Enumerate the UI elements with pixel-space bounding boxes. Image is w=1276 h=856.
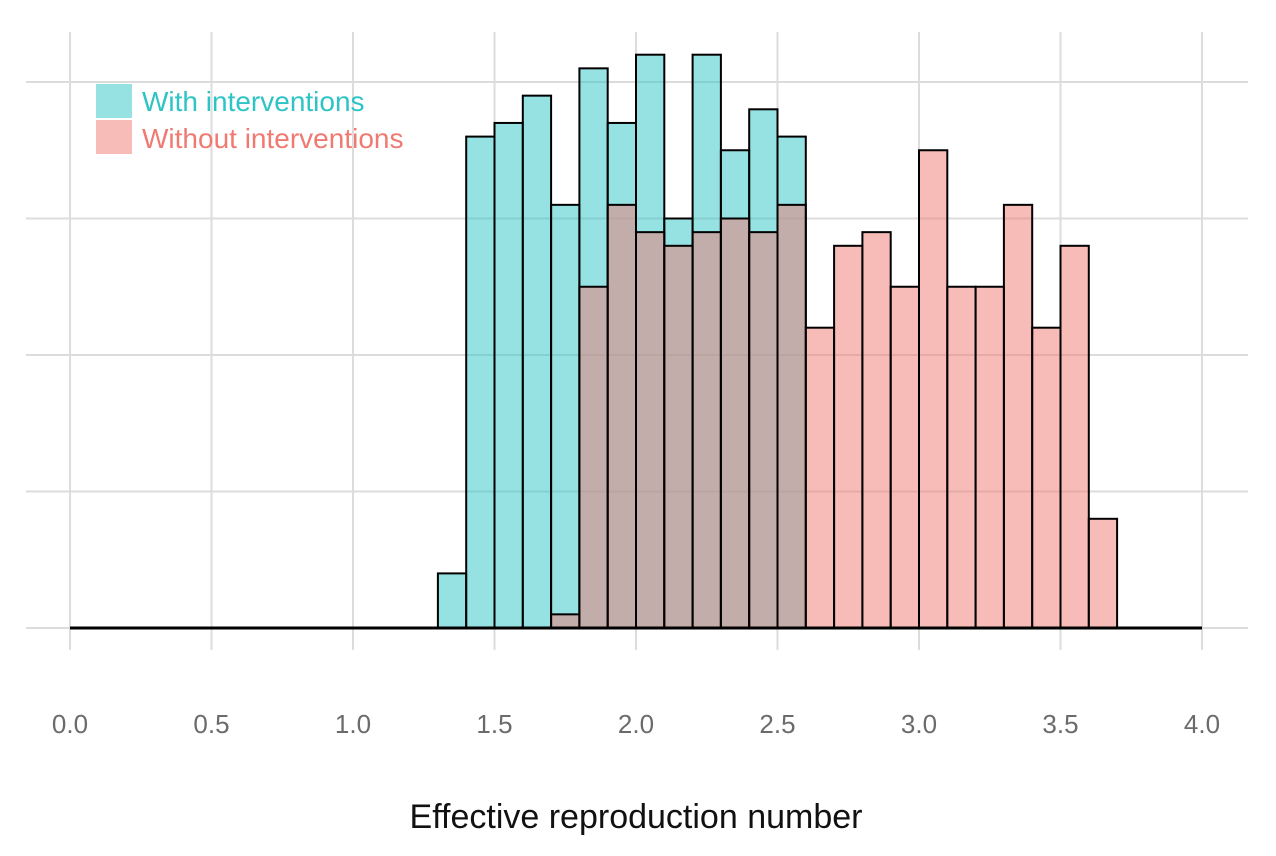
histogram-bar xyxy=(663,244,694,630)
histogram-bar xyxy=(493,121,524,629)
x-axis-title: Effective reproduction number xyxy=(410,798,863,836)
histogram-bar xyxy=(804,326,836,629)
x-tick-label: 0.5 xyxy=(193,709,229,739)
legend-label-with-interventions: With interventions xyxy=(142,86,365,117)
histogram-bar xyxy=(748,231,779,629)
histogram-bar xyxy=(1059,244,1090,630)
histogram-bar xyxy=(776,203,807,629)
histogram-bar xyxy=(946,285,977,629)
histogram-bar xyxy=(436,572,468,630)
histogram-bar xyxy=(606,203,638,629)
histogram-bar xyxy=(521,94,553,629)
x-tick-label: 3.0 xyxy=(901,709,937,739)
x-tick-label: 0.0 xyxy=(52,709,88,739)
histogram-bar xyxy=(889,285,921,629)
histogram-bar xyxy=(635,231,666,629)
histogram-bar xyxy=(550,613,581,629)
legend-swatch-with-interventions xyxy=(96,84,132,118)
histogram-bar xyxy=(861,231,892,629)
x-tick-label: 4.0 xyxy=(1184,709,1220,739)
histogram-bar xyxy=(974,285,1005,629)
legend: With interventions Without interventions xyxy=(96,84,403,154)
series-without-interventions xyxy=(550,149,1119,630)
x-tick-label: 1.0 xyxy=(335,709,371,739)
x-axis-ticks: 0.0 0.5 1.0 1.5 2.0 2.5 3.0 3.5 4.0 xyxy=(52,709,1220,739)
x-tick-label: 3.5 xyxy=(1042,709,1078,739)
x-tick-label: 2.0 xyxy=(618,709,654,739)
x-tick-label: 1.5 xyxy=(476,709,512,739)
x-tick-label: 2.5 xyxy=(759,709,795,739)
histogram-bar xyxy=(1031,326,1062,629)
legend-label-without-interventions: Without interventions xyxy=(142,123,403,154)
histogram-bar xyxy=(578,285,609,629)
histogram-bar xyxy=(1087,517,1119,629)
histogram-bar xyxy=(1002,203,1034,629)
histogram-bar xyxy=(833,244,864,630)
histogram-bar xyxy=(719,217,751,629)
histogram-bar xyxy=(465,135,496,629)
legend-swatch-without-interventions xyxy=(96,120,132,154)
histogram-bar xyxy=(691,231,722,629)
histogram-bar xyxy=(918,149,949,629)
histogram-bar xyxy=(550,203,581,629)
